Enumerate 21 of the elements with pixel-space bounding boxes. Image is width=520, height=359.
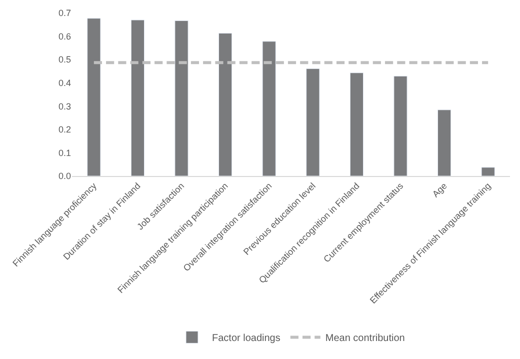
bar [87, 18, 101, 176]
x-tick-label: Age [430, 180, 449, 200]
legend-label: Factor loadings [212, 333, 280, 344]
y-tick-label: 0.0 [58, 171, 71, 182]
y-tick-label: 0.5 [58, 54, 71, 65]
bar [394, 76, 408, 176]
bar [218, 33, 232, 176]
y-tick-label: 0.3 [58, 101, 71, 112]
bar [350, 72, 364, 176]
y-tick-label: 0.6 [58, 31, 71, 42]
bar [306, 68, 320, 176]
bar [437, 110, 452, 176]
y-tick-label: 0.1 [58, 148, 71, 158]
legend-label: Mean contribution [325, 333, 405, 344]
y-tick-label: 0.4 [58, 78, 71, 88]
bar [174, 20, 188, 176]
bar [481, 167, 495, 176]
y-tick-label: 0.2 [58, 124, 71, 135]
bar [130, 20, 145, 176]
y-tick-label: 0.7 [58, 8, 71, 18]
bar [262, 41, 276, 176]
